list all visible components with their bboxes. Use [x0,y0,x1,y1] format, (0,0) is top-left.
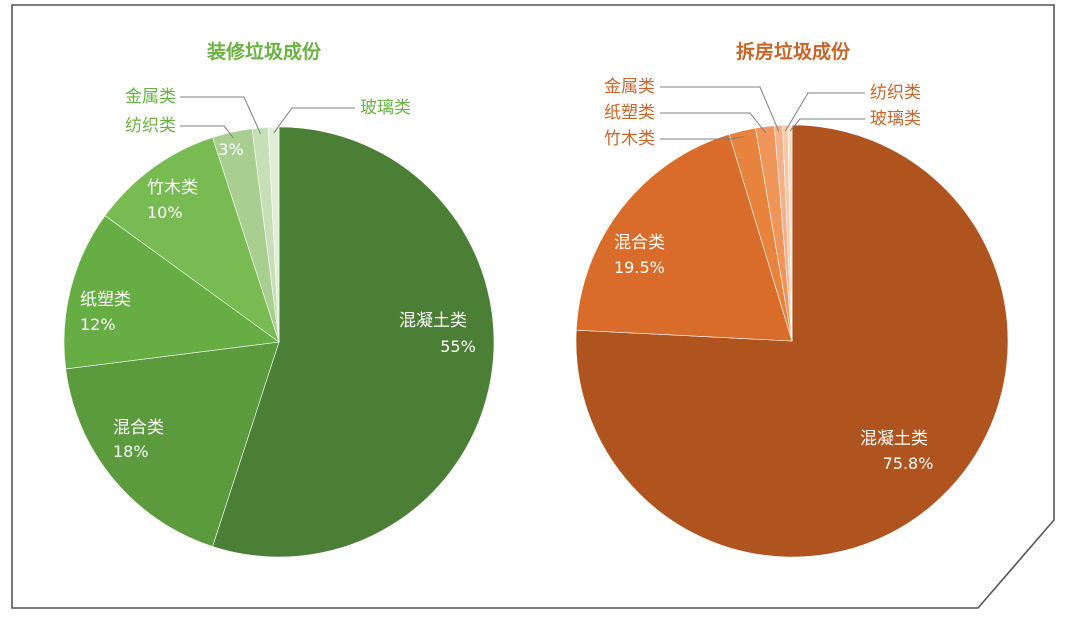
slice-category-label: 金属类 [125,87,176,107]
slice-category-label: 混合类 [113,418,164,438]
pie-slice [575,124,1009,558]
pie-slice [65,341,280,547]
leader-line [660,86,780,132]
chart-title: 装修垃圾成份 [206,40,322,63]
slice-category-label: 纸塑类 [80,290,131,310]
slice-category-label: 混凝土类 [399,311,467,331]
slice-value-label: 75.8% [883,454,934,473]
slice-value-label: 10% [147,203,183,222]
leader-line [784,92,865,132]
pie-slice [575,133,793,342]
slice-category-label: 纺织类 [125,116,176,136]
leader-line [789,118,865,132]
slice-category-label: 竹木类 [147,178,198,198]
slice-value-label: 55% [440,337,476,356]
slice-category-label: 纸塑类 [604,103,655,123]
chart-title: 拆房垃圾成份 [736,40,851,63]
slice-value-label: 19.5% [614,258,665,277]
pie-slice [63,215,280,370]
leader-line [180,125,234,139]
pie-slice [212,126,495,558]
pie-slice [787,124,793,342]
slice-category-label: 玻璃类 [360,98,411,118]
leader-line [273,107,355,134]
leader-line [180,96,262,135]
slice-value-label: 12% [80,315,116,334]
slice-category-label: 混合类 [614,233,665,253]
slice-value-label: 3% [218,140,243,159]
leader-line [660,112,767,134]
slice-category-label: 金属类 [604,77,655,97]
slice-value-label: 18% [113,442,149,461]
pie-slice [104,137,280,343]
leader-line [660,136,744,140]
slice-category-label: 混凝土类 [860,429,928,449]
pie-slice [267,126,280,343]
slice-category-label: 纺织类 [870,83,921,103]
slice-category-label: 竹木类 [604,129,655,149]
slice-category-label: 玻璃类 [870,109,921,129]
